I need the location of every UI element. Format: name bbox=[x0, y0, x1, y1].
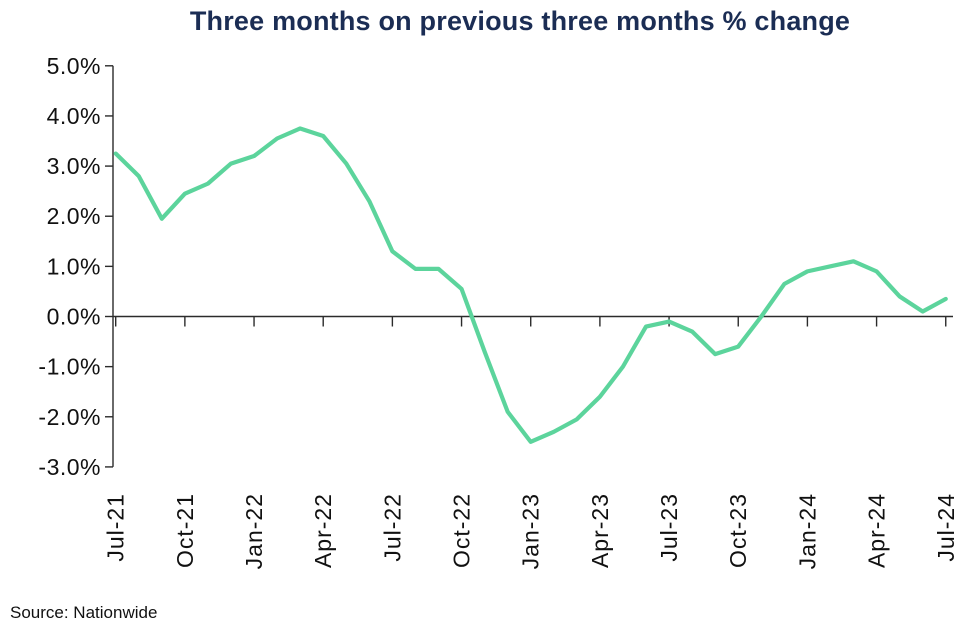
x-axis-tick-label: Apr-23 bbox=[587, 493, 613, 568]
x-axis-tick-label: Jul-22 bbox=[379, 493, 405, 562]
series-line-3m-change bbox=[113, 126, 948, 444]
chart-title: Three months on previous three months % … bbox=[189, 6, 851, 36]
x-axis-tick-label: Jan-24 bbox=[794, 493, 820, 569]
y-axis-tick-label: -1.0% bbox=[38, 354, 101, 380]
source-note: Source: Nationwide bbox=[10, 603, 158, 622]
x-axis-tick-label: Jul-24 bbox=[933, 493, 959, 562]
y-axis-tick-label: -2.0% bbox=[38, 404, 101, 430]
x-axis-tick-label: Oct-22 bbox=[449, 493, 475, 568]
y-axis-tick-label: 3.0% bbox=[47, 153, 101, 179]
x-axis-tick-label: Jul-21 bbox=[103, 493, 129, 562]
y-axis-tick-label: 4.0% bbox=[47, 103, 101, 129]
y-axis-tick-label: 1.0% bbox=[47, 253, 101, 279]
y-axis-tick-label: 2.0% bbox=[47, 203, 101, 229]
x-axis-tick-label: Apr-24 bbox=[864, 493, 890, 568]
y-axis-tick-label: -3.0% bbox=[38, 454, 101, 480]
y-axis-tick-label: 5.0% bbox=[47, 53, 101, 79]
x-axis-tick-label: Jul-23 bbox=[656, 493, 682, 562]
x-axis-tick-label: Oct-23 bbox=[725, 493, 751, 568]
x-axis-tick-label: Jan-22 bbox=[241, 493, 267, 569]
x-axis-tick-label: Oct-21 bbox=[172, 493, 198, 568]
y-axis-tick-label: 0.0% bbox=[47, 304, 101, 330]
x-axis-tick-label: Jan-23 bbox=[518, 493, 544, 569]
x-axis-tick-label: Apr-22 bbox=[310, 493, 336, 568]
